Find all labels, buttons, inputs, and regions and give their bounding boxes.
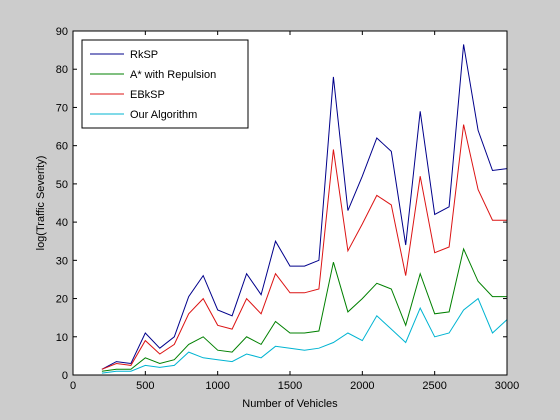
y-tick-label: 70: [56, 102, 68, 114]
y-tick-label: 40: [56, 217, 68, 229]
y-tick-label: 80: [56, 64, 68, 76]
axis-ticks: 0 500 1000 1500 2000 2500 3000 0 10 20 30 40 50 60 70 8…: [56, 26, 519, 392]
y-tick-label: 30: [56, 255, 68, 267]
y-tick-label: 60: [56, 141, 68, 153]
legend-entry: EBkSP: [130, 89, 165, 101]
x-tick-label: 2500: [422, 380, 446, 392]
series-line-3: [101, 297, 508, 374]
y-axis-label: log(Traffic Severity): [35, 156, 47, 251]
x-tick-label: 1000: [205, 380, 229, 392]
y-tick-label: 90: [56, 26, 68, 38]
series-line-1: [101, 247, 507, 372]
y-tick-label: 10: [56, 332, 68, 344]
x-tick-label: 500: [136, 380, 154, 392]
legend-box: [81, 39, 249, 129]
legend: RkSP A* with Repulsion EBkSP Our Algorithm: [81, 39, 249, 129]
x-tick-label: 2000: [350, 380, 374, 392]
y-tick-label: 20: [56, 294, 68, 306]
x-tick-label: 3000: [495, 380, 519, 392]
series-layer: [101, 44, 508, 374]
x-tick-label: 0: [70, 380, 76, 392]
legend-entry: Our Algorithm: [130, 109, 197, 121]
x-axis-label: Number of Vehicles: [242, 398, 338, 410]
x-tick-label: 1500: [278, 380, 302, 392]
legend-entry: A* with Repulsion: [130, 69, 216, 81]
legend-entry: RkSP: [130, 49, 158, 61]
y-tick-label: 50: [56, 179, 68, 191]
y-tick-label: 0: [62, 370, 68, 382]
series-line-0: [101, 44, 508, 370]
series-line-2: [101, 124, 507, 370]
